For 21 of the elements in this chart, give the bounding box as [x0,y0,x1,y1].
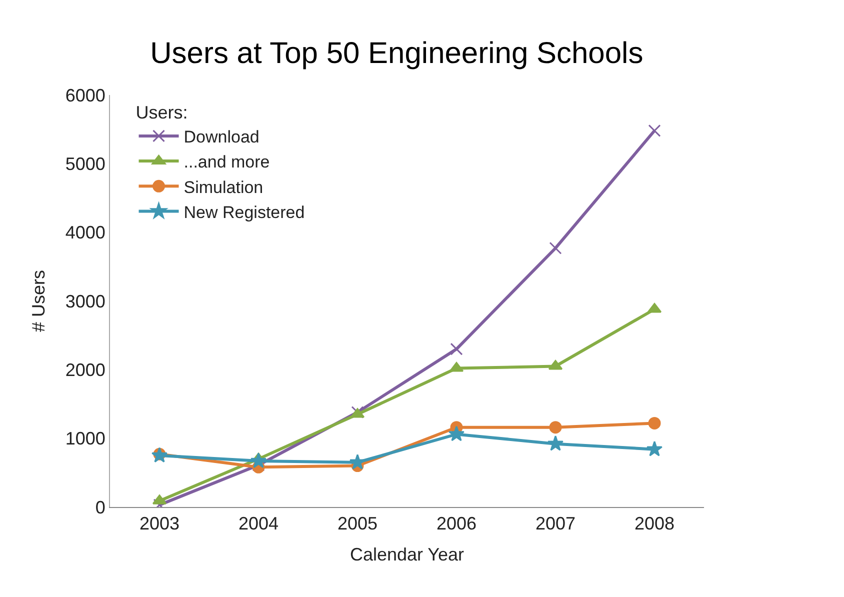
y-tick-label: 0 [95,497,106,518]
x-axis-title: Calendar Year [350,544,464,565]
legend-label: Download [184,128,260,147]
legend-label: New Registered [184,202,305,222]
y-tick-label: 4000 [65,222,106,243]
x-tick-label: 2003 [139,514,180,534]
y-tick-label: 2000 [65,360,106,380]
x-tick-label: 2005 [337,514,378,534]
legend-label: Simulation [184,178,264,197]
x-tick-label: 2006 [436,514,477,534]
y-tick-label: 1000 [65,428,106,449]
chart-title: Users at Top 50 Engineering Schools [150,36,644,70]
x-tick-label: 2008 [634,514,675,534]
y-tick-label: 5000 [65,154,106,174]
y-tick-label: 3000 [65,291,106,312]
x-tick-label: 2007 [535,514,576,534]
x-tick-label: 2004 [238,514,279,534]
legend-label: ...and more [184,152,270,172]
y-axis-title: # Users [28,270,49,332]
y-tick-label: 6000 [65,85,106,106]
legend-title: Users: [136,102,188,122]
